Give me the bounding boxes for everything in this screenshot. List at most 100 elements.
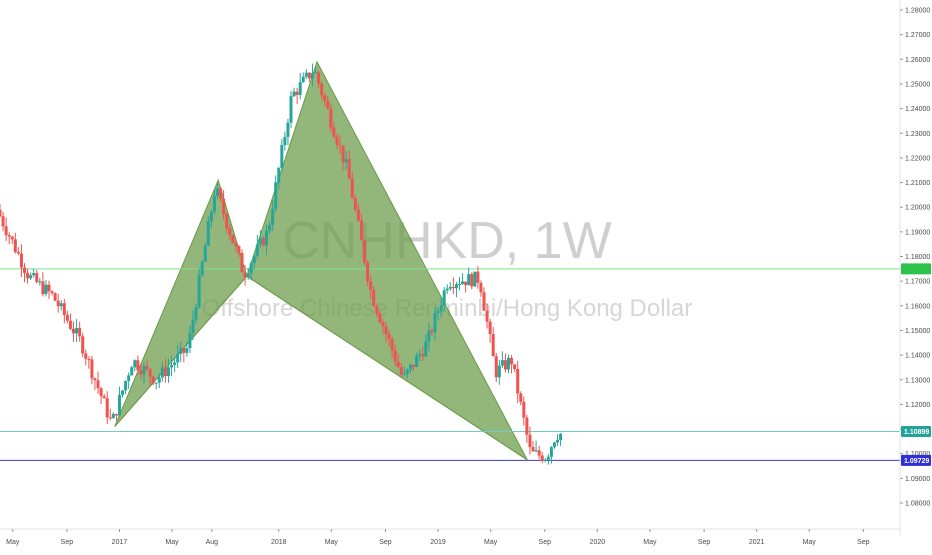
y-tick-label: 1.09000 [905, 476, 930, 483]
candle-body [525, 417, 529, 435]
candle-body [87, 358, 91, 360]
pattern-bd-line [246, 275, 528, 461]
candle-body [457, 284, 461, 286]
candle-body [102, 396, 106, 399]
candle-body [510, 357, 514, 365]
candle-body [234, 243, 238, 247]
y-tick-label: 1.17000 [905, 279, 930, 286]
candle-body [286, 122, 290, 137]
candle-body [424, 341, 428, 357]
candle-body [75, 328, 79, 334]
candle-body [399, 367, 403, 375]
candle-body [111, 413, 115, 419]
candle-body [139, 370, 143, 375]
candle-body [353, 198, 357, 210]
candle-body [50, 291, 54, 294]
candle-body [96, 380, 100, 389]
y-tick-label: 1.18000 [905, 254, 930, 261]
price-tag-2 [901, 426, 931, 438]
candle-body [243, 272, 247, 278]
candle-body [35, 273, 39, 283]
candle-body [451, 287, 455, 289]
candle-body [121, 390, 125, 395]
candle-body [59, 303, 63, 307]
candle-body [212, 195, 216, 212]
candle-body [445, 288, 449, 291]
candle-body [310, 73, 314, 79]
candle-body [433, 313, 437, 333]
x-tick-label: May [643, 539, 657, 546]
candle-body [534, 450, 538, 452]
candle-body [41, 281, 45, 295]
candle-body [412, 364, 416, 367]
y-tick-label: 1.20000 [905, 205, 930, 212]
candle-body [13, 239, 17, 252]
candle-body [473, 271, 477, 287]
candle-body [421, 354, 425, 357]
candle-body [332, 127, 336, 137]
candle-body [26, 272, 30, 279]
candle-body [151, 376, 155, 384]
x-tick-label: May [6, 539, 20, 546]
candle-body [182, 347, 186, 353]
candle-body [448, 287, 452, 289]
candle-body [344, 159, 348, 163]
candle-body [559, 433, 563, 440]
time-axis[interactable]: May Sep 2017 May Aug 2018 May Sep 2019 May Sep 2020… [6, 529, 870, 546]
price-tag-label: 1.10899 [904, 429, 929, 436]
candle-body [194, 307, 198, 320]
x-tick-label: Sep [379, 539, 392, 546]
candle-body [381, 322, 385, 327]
candle-body [176, 353, 180, 363]
candle-body [418, 354, 422, 356]
candle-body [359, 220, 363, 241]
candle-body [516, 368, 520, 394]
candle-body [482, 292, 486, 311]
candle-body [84, 353, 88, 359]
candle-body [415, 355, 419, 367]
candle-body [173, 362, 177, 365]
candle-body [513, 364, 517, 369]
candle-body [454, 284, 458, 289]
candle-body [268, 224, 272, 231]
candle-body [65, 315, 69, 321]
candle-body [497, 365, 501, 378]
candle-body [461, 281, 465, 285]
candle-body [387, 333, 391, 340]
candle-body [317, 72, 321, 84]
candle-body [108, 417, 112, 419]
x-tick-label: 2019 [430, 539, 446, 546]
price-axis[interactable]: 1.28000 1.27000 1.26000 1.25000 1.24000 1.230… [900, 8, 930, 508]
candle-body [494, 356, 498, 378]
candle-body [240, 253, 244, 273]
candle-body [390, 339, 394, 351]
candle-body [369, 281, 373, 290]
candle-body [470, 274, 474, 287]
candle-body [366, 262, 370, 282]
candle-body [1, 216, 5, 227]
candle-body [197, 275, 201, 308]
y-tick-label: 1.08000 [905, 501, 930, 508]
candle-body [408, 364, 412, 370]
y-tick-label: 1.28000 [905, 8, 930, 15]
x-tick-label: Aug [206, 539, 219, 546]
price-tag-3 [901, 454, 931, 466]
candle-body [378, 313, 382, 323]
candle-body [485, 310, 489, 322]
candle-body [556, 439, 560, 443]
y-tick-label: 1.21000 [905, 180, 930, 187]
candle-body [93, 378, 97, 381]
candle-body [53, 293, 57, 301]
candle-body [219, 188, 223, 199]
candle-body [335, 136, 339, 145]
candle-body [356, 209, 360, 221]
candle-body [47, 284, 51, 292]
candle-body [289, 96, 293, 123]
candle-body [81, 336, 85, 354]
candle-body [105, 398, 109, 418]
candle-body [271, 209, 275, 225]
candle-body [467, 274, 471, 286]
candle-body [4, 226, 8, 236]
candle-body [62, 303, 66, 316]
